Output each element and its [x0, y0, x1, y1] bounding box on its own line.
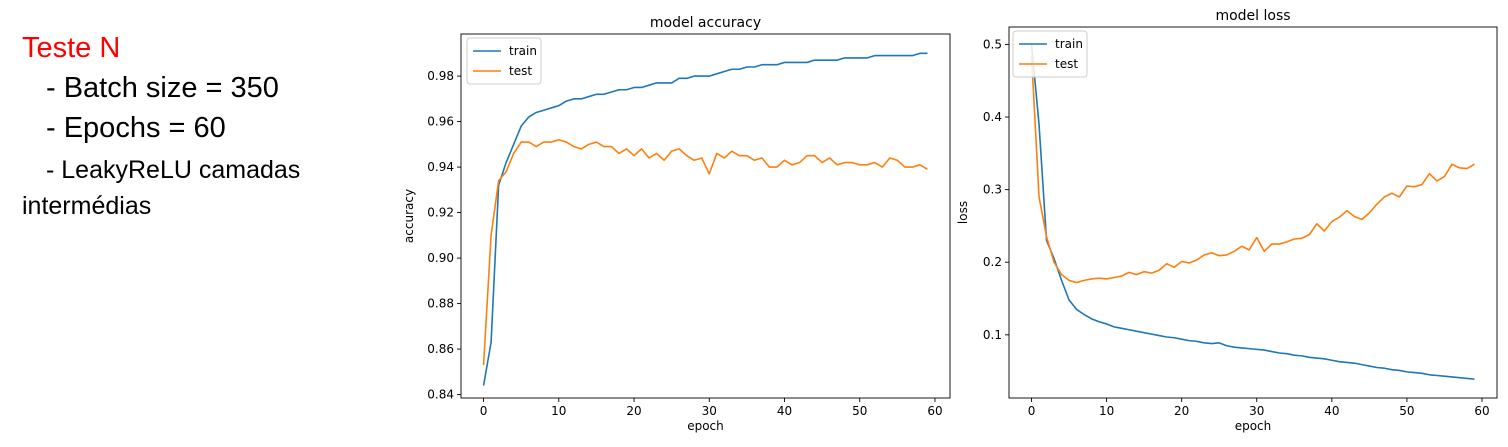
- y-axis-label: loss: [956, 201, 970, 224]
- series-line-test: [1030, 55, 1475, 284]
- legend: train test: [1012, 30, 1088, 78]
- x-tick-label: 40: [1324, 404, 1339, 418]
- y-tick-label: 0.1: [983, 328, 1002, 342]
- slide-title: Teste N: [22, 32, 121, 64]
- x-tick-label: 20: [626, 404, 641, 418]
- plot-frame: [460, 33, 951, 399]
- x-tick-label: 60: [927, 404, 942, 418]
- y-tick-label: 0.5: [983, 37, 1002, 51]
- y-tick-label: 0.84: [427, 388, 454, 402]
- x-axis-label: epoch: [1235, 419, 1272, 433]
- x-tick-label: 10: [551, 404, 566, 418]
- x-tick-label: 20: [1174, 404, 1189, 418]
- legend-box: [466, 37, 542, 85]
- x-tick-label: 10: [1099, 404, 1114, 418]
- legend: train test: [466, 37, 542, 85]
- y-tick-label: 0.98: [427, 69, 454, 83]
- x-tick-label: 60: [1474, 404, 1489, 418]
- loss-chart: model loss 0 10 20 30 40 50 60 0.1 0.2 0.3 0.4 0.5 ep…: [956, 8, 1498, 433]
- chart-title: model loss: [1215, 8, 1290, 24]
- x-tick-label: 40: [777, 404, 792, 418]
- x-tick-label: 0: [480, 404, 488, 418]
- legend-label-train: train: [1055, 37, 1083, 51]
- y-axis-label: accuracy: [402, 189, 416, 243]
- series-line-train: [1030, 44, 1475, 380]
- slide-text-block: Teste N - Batch size = 350 - Epochs = 60…: [22, 28, 382, 224]
- y-tick-label: 0.3: [983, 183, 1002, 197]
- bullet-epochs: - Epochs = 60: [46, 112, 226, 144]
- bullet-activation: - LeakyReLU camadas: [46, 156, 301, 184]
- series-line-train: [482, 52, 928, 386]
- series-line-test: [482, 138, 928, 366]
- y-tick-label: 0.2: [983, 255, 1002, 269]
- bullet-batch-size: - Batch size = 350: [46, 72, 279, 104]
- accuracy-chart: model accuracy 0 10 20 30 40 50 60 0.84 0.86 0.88 0…: [402, 15, 951, 433]
- y-tick-label: 0.92: [427, 206, 454, 220]
- y-tick-label: 0.4: [983, 110, 1002, 124]
- y-tick-label: 0.96: [427, 115, 454, 129]
- x-tick-label: 50: [1399, 404, 1414, 418]
- y-tick-label: 0.88: [427, 297, 454, 311]
- x-tick-label: 30: [1249, 404, 1264, 418]
- y-tick-label: 0.90: [427, 251, 454, 265]
- x-tick-label: 0: [1028, 404, 1036, 418]
- legend-label-test: test: [1055, 57, 1078, 71]
- y-tick-label: 0.94: [427, 160, 454, 174]
- chart-title: model accuracy: [650, 15, 761, 31]
- legend-box: [1012, 30, 1088, 78]
- legend-label-train: train: [509, 44, 537, 58]
- legend-label-test: test: [509, 64, 532, 78]
- bullet-activation-continued: intermédias: [22, 192, 152, 220]
- x-tick-label: 50: [852, 404, 867, 418]
- plot-frame: [1008, 26, 1498, 399]
- y-tick-label: 0.86: [427, 342, 454, 356]
- x-tick-label: 30: [702, 404, 717, 418]
- x-axis-label: epoch: [687, 419, 724, 433]
